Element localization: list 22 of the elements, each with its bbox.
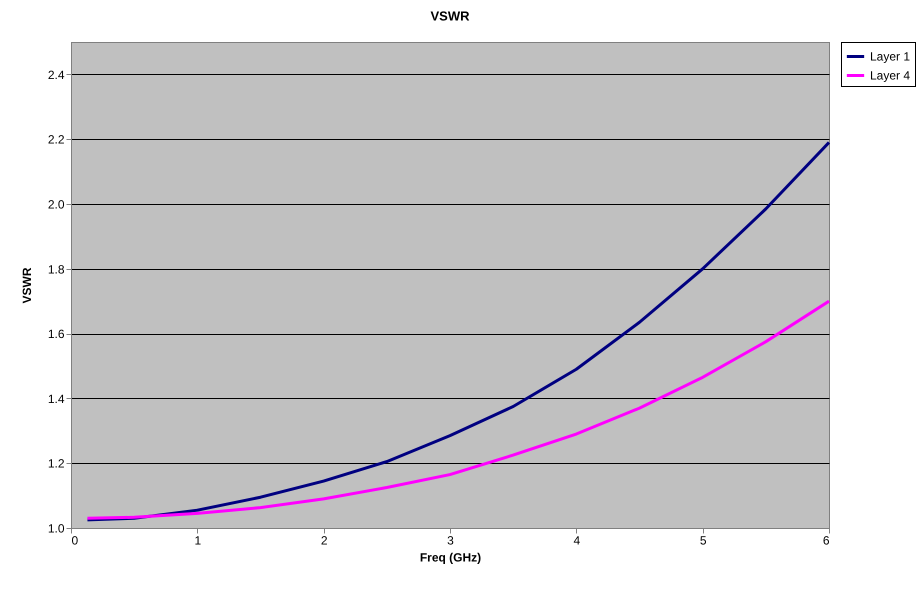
x-axis-title: Freq (GHz)	[420, 550, 482, 564]
y-tick-label: 1.8	[48, 262, 65, 276]
y-tick-label: 2.2	[48, 132, 65, 147]
x-tick-label: 0	[72, 534, 78, 548]
x-tick-label: 1	[194, 534, 202, 548]
y-tick-label: 2.4	[48, 68, 65, 82]
y-tick-label: 1.0	[48, 522, 65, 536]
y-tick-label: 1.2	[48, 456, 65, 471]
x-tick-label: 4	[573, 534, 580, 548]
y-tick-label: 1.6	[48, 327, 65, 342]
line-series	[86, 300, 830, 520]
chart-title: VSWR	[430, 8, 470, 24]
y-tick-label: 1.4	[48, 392, 65, 406]
x-tick-label: 2	[320, 534, 328, 548]
legend-label: Layer 1	[870, 50, 910, 64]
y-axis-title: VSWR	[20, 267, 34, 304]
y-tick-label: 2.0	[48, 198, 65, 212]
x-tick-label: 6	[822, 534, 830, 548]
line-series	[86, 140, 830, 522]
x-tick-label: 3	[447, 534, 454, 548]
x-tick-label: 5	[700, 534, 707, 548]
legend-label: Layer 4	[870, 68, 910, 82]
